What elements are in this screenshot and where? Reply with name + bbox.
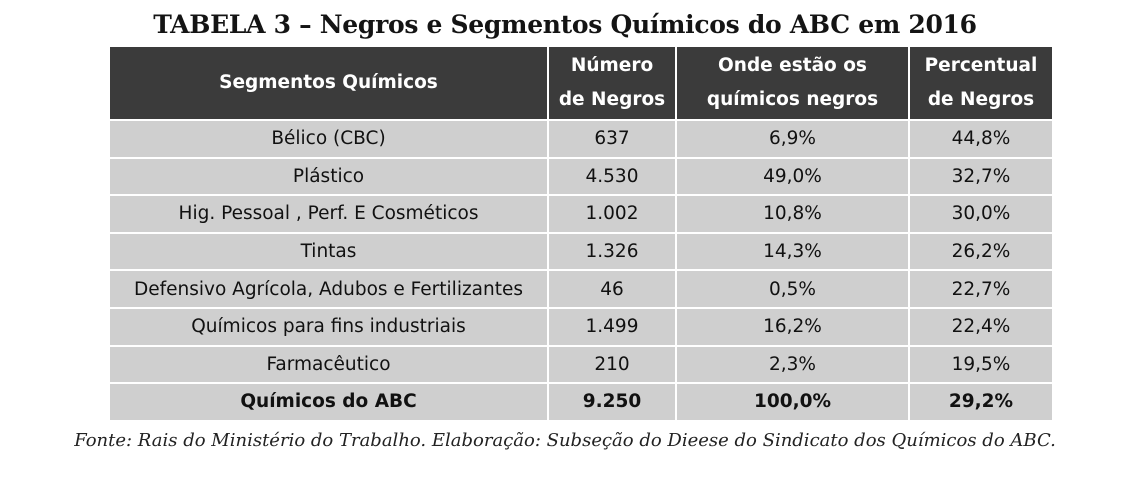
cell-percentual: 22,7% bbox=[909, 269, 1052, 308]
header-row: Segmentos Químicos Número de Negros Onde… bbox=[110, 47, 1052, 120]
table-row: Hig. Pessoal , Perf. E Cosméticos 1.002 … bbox=[110, 194, 1052, 233]
table-row: Bélico (CBC) 637 6,9% 44,8% bbox=[110, 119, 1052, 158]
header-numero: Número de Negros bbox=[548, 47, 677, 120]
cell-onde-estao: 49,0% bbox=[676, 156, 910, 196]
data-table: Segmentos Químicos Número de Negros Onde… bbox=[110, 47, 1052, 420]
cell-segmento: Defensivo Agrícola, Adubos e Fertilizant… bbox=[110, 269, 549, 308]
cell-onde-estao: 2,3% bbox=[676, 344, 910, 384]
cell-percentual: 44,8% bbox=[909, 119, 1052, 158]
cell-percentual: 22,4% bbox=[909, 306, 1052, 346]
total-onde-estao: 100,0% bbox=[676, 382, 910, 420]
cell-onde-estao: 6,9% bbox=[676, 119, 910, 158]
header-segmentos-line-1: Segmentos Químicos bbox=[219, 72, 438, 93]
header-onde-estao-line-2: químicos negros bbox=[706, 89, 879, 110]
header-numero-line-1: Número bbox=[570, 55, 654, 76]
cell-percentual: 30,0% bbox=[909, 194, 1052, 233]
cell-onde-estao: 14,3% bbox=[676, 231, 910, 271]
table-row: Tintas 1.326 14,3% 26,2% bbox=[110, 231, 1052, 271]
cell-percentual: 19,5% bbox=[909, 344, 1052, 384]
total-segmento: Químicos do ABC bbox=[110, 382, 549, 420]
cell-percentual: 26,2% bbox=[909, 231, 1052, 271]
table-row: Químicos para fins industriais 1.499 16,… bbox=[110, 306, 1052, 346]
total-numero: 9.250 bbox=[548, 382, 677, 420]
header-percentual-line-1: Percentual bbox=[924, 55, 1038, 76]
table-title: TABELA 3 – Negros e Segmentos Químicos d… bbox=[153, 10, 977, 39]
cell-numero: 1.326 bbox=[548, 231, 677, 271]
header-onde-estao-line-1: Onde estão os bbox=[718, 55, 867, 76]
header-segmentos: Segmentos Químicos bbox=[110, 47, 549, 120]
table-row: Defensivo Agrícola, Adubos e Fertilizant… bbox=[110, 269, 1052, 308]
total-row: Químicos do ABC 9.250 100,0% 29,2% bbox=[110, 382, 1052, 420]
cell-numero: 46 bbox=[548, 269, 677, 308]
cell-segmento: Farmacêutico bbox=[110, 344, 549, 384]
cell-numero: 1.499 bbox=[548, 306, 677, 346]
cell-numero: 4.530 bbox=[548, 156, 677, 196]
cell-onde-estao: 10,8% bbox=[676, 194, 910, 233]
header-onde-estao: Onde estão os químicos negros bbox=[676, 47, 910, 120]
cell-numero: 637 bbox=[548, 119, 677, 158]
cell-segmento: Hig. Pessoal , Perf. E Cosméticos bbox=[110, 194, 549, 233]
table-row: Farmacêutico 210 2,3% 19,5% bbox=[110, 344, 1052, 384]
cell-numero: 1.002 bbox=[548, 194, 677, 233]
total-percentual: 29,2% bbox=[909, 382, 1052, 420]
cell-onde-estao: 16,2% bbox=[676, 306, 910, 346]
header-numero-line-2: de Negros bbox=[558, 89, 666, 110]
header-percentual: Percentual de Negros bbox=[909, 47, 1052, 120]
header-percentual-line-2: de Negros bbox=[927, 89, 1035, 110]
table-row: Plástico 4.530 49,0% 32,7% bbox=[110, 156, 1052, 196]
cell-segmento: Químicos para fins industriais bbox=[110, 306, 549, 346]
cell-segmento: Bélico (CBC) bbox=[110, 119, 549, 158]
source-note: Fonte: Rais do Ministério do Trabalho. E… bbox=[74, 430, 1056, 451]
cell-segmento: Plástico bbox=[110, 156, 549, 196]
cell-numero: 210 bbox=[548, 344, 677, 384]
cell-onde-estao: 0,5% bbox=[676, 269, 910, 308]
cell-percentual: 32,7% bbox=[909, 156, 1052, 196]
cell-segmento: Tintas bbox=[110, 231, 549, 271]
